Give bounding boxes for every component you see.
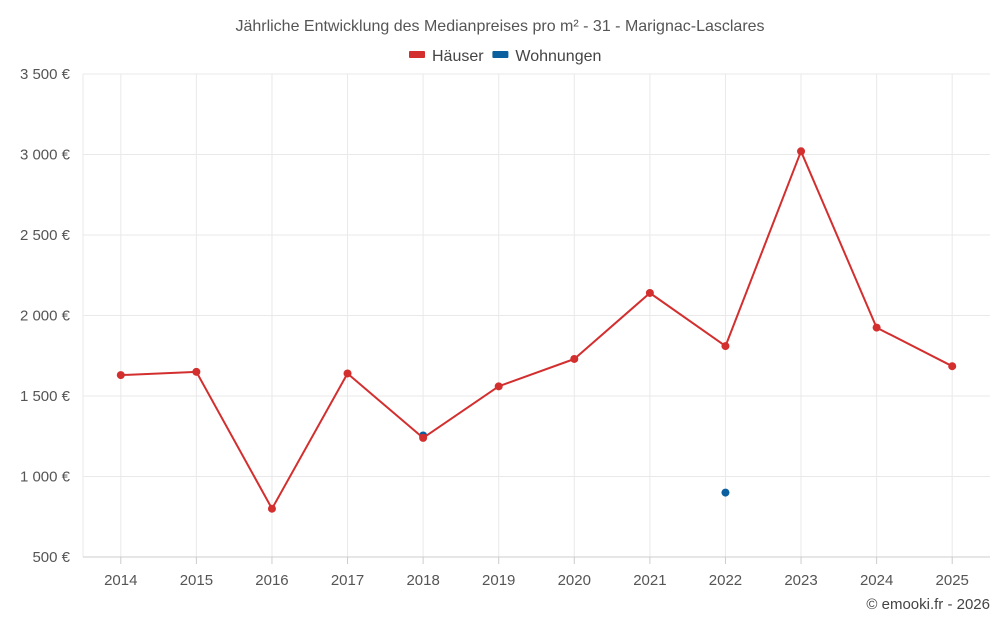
legend-swatch bbox=[492, 51, 509, 58]
x-tick-label: 2024 bbox=[860, 572, 893, 589]
x-tick-label: 2016 bbox=[255, 572, 288, 589]
data-point-haeuser-2017[interactable] bbox=[343, 369, 352, 378]
legend: Häuser Wohnungen bbox=[409, 48, 601, 65]
x-tick-label: 2017 bbox=[331, 572, 364, 589]
x-tick-label: 2014 bbox=[104, 572, 137, 589]
x-tick-label: 2015 bbox=[180, 572, 213, 589]
x-tick-label: 2018 bbox=[406, 572, 439, 589]
data-point-haeuser-2023[interactable] bbox=[797, 147, 806, 156]
data-point-wohnungen-2022[interactable] bbox=[721, 488, 730, 497]
x-tick-label: 2025 bbox=[936, 572, 969, 589]
y-tick-label: 3 000 € bbox=[20, 147, 71, 164]
data-point-haeuser-2016[interactable] bbox=[267, 504, 276, 513]
legend-item-wohnungen[interactable]: Wohnungen bbox=[492, 48, 601, 65]
data-point-haeuser-2025[interactable] bbox=[948, 362, 957, 371]
data-point-haeuser-2021[interactable] bbox=[645, 288, 654, 297]
y-tick-label: 1 000 € bbox=[20, 469, 71, 486]
y-tick-label: 2 500 € bbox=[20, 227, 71, 244]
y-tick-label: 500 € bbox=[32, 549, 70, 566]
x-tick-label: 2021 bbox=[633, 572, 666, 589]
data-point-haeuser-2014[interactable] bbox=[116, 371, 125, 380]
x-axis: 2014 2015 2016 2017 2018 2019 2020 2021 2022 2023… bbox=[83, 556, 990, 589]
y-tick-label: 1 500 € bbox=[20, 388, 71, 405]
gridlines bbox=[82, 73, 990, 557]
x-tick-label: 2023 bbox=[784, 572, 817, 589]
chart-title: Jährliche Entwicklung des Medianpreises … bbox=[235, 18, 764, 35]
x-tick-label: 2019 bbox=[482, 572, 515, 589]
y-tick-label: 2 000 € bbox=[20, 308, 71, 325]
series-line-haeuser bbox=[120, 150, 953, 510]
legend-swatch bbox=[409, 51, 425, 58]
credit-text: © emooki.fr - 2026 bbox=[866, 596, 990, 613]
data-point-haeuser-2020[interactable] bbox=[570, 354, 579, 363]
data-point-haeuser-2024[interactable] bbox=[872, 323, 881, 332]
y-tick-label: 3 500 € bbox=[20, 66, 71, 83]
legend-item-haeuser[interactable]: Häuser bbox=[409, 48, 484, 65]
y-axis: 500 € 1 000 € 1 500 € 2 000 € 2 500 € 3 000 €… bbox=[20, 66, 71, 566]
x-tick-label: 2022 bbox=[709, 572, 742, 589]
legend-label: Wohnungen bbox=[515, 48, 601, 65]
data-point-haeuser-2022[interactable] bbox=[721, 342, 730, 351]
data-point-haeuser-2019[interactable] bbox=[494, 382, 503, 391]
data-point-haeuser-2015[interactable] bbox=[192, 367, 201, 376]
series-layer bbox=[116, 147, 957, 513]
data-point-haeuser-2018[interactable] bbox=[419, 433, 428, 442]
legend-label: Häuser bbox=[432, 48, 484, 65]
x-tick-label: 2020 bbox=[558, 572, 591, 589]
